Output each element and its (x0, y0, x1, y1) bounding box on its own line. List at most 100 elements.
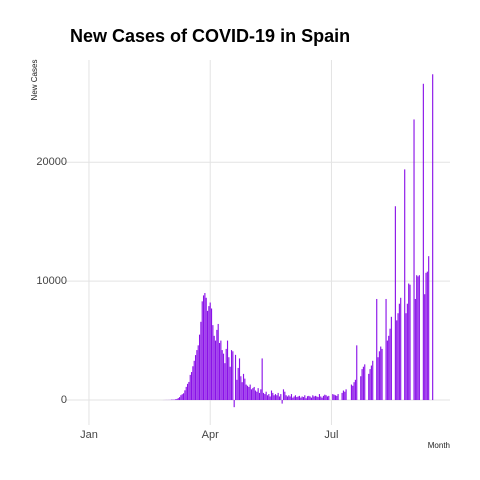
bar (408, 283, 410, 401)
bar (226, 340, 229, 401)
bar (229, 366, 231, 401)
bar (208, 306, 210, 401)
bar (202, 295, 205, 401)
bar (388, 335, 390, 401)
bar (266, 395, 269, 401)
bar (318, 394, 321, 401)
bar (314, 395, 317, 401)
bar (386, 340, 388, 401)
bar (352, 385, 354, 401)
x-tick-label: Jan (80, 429, 98, 441)
bar (397, 313, 399, 401)
y-axis-label: New Cases (30, 60, 39, 101)
bar (217, 323, 219, 401)
bar (334, 395, 336, 401)
bar (296, 397, 298, 401)
bar (328, 395, 330, 401)
bar (236, 379, 238, 401)
bar (369, 369, 371, 401)
bar (277, 392, 279, 401)
bar (353, 382, 355, 401)
bar (285, 395, 287, 401)
bar (260, 389, 262, 401)
bar (302, 397, 305, 401)
bar (196, 350, 198, 401)
bar (242, 373, 245, 401)
bar (316, 396, 318, 401)
bar (222, 353, 225, 401)
bar (417, 276, 419, 401)
bar (294, 395, 297, 401)
bar (377, 357, 379, 401)
bar (257, 388, 259, 401)
bar (304, 395, 306, 401)
bar (385, 298, 387, 401)
bar (301, 396, 303, 401)
bar (332, 394, 334, 401)
bar (389, 328, 391, 401)
bar (193, 360, 195, 401)
bar (342, 390, 344, 401)
bar (364, 364, 366, 401)
bar (297, 396, 299, 401)
bar (244, 378, 246, 401)
bar (376, 298, 378, 401)
x-axis-label: Month (428, 441, 450, 450)
bar (248, 386, 250, 401)
bar (245, 384, 247, 401)
bar (284, 391, 286, 401)
bar (190, 372, 193, 401)
bar (250, 389, 253, 401)
bar (262, 392, 265, 401)
bar (293, 396, 295, 401)
bar (256, 391, 258, 401)
bar (356, 345, 358, 401)
bar (198, 334, 201, 401)
bar (350, 384, 352, 401)
bar (321, 397, 323, 401)
bar (416, 275, 418, 401)
bar (258, 392, 261, 401)
bar (428, 256, 430, 401)
bar (253, 386, 255, 401)
bar (241, 382, 243, 401)
bar (409, 284, 411, 401)
bar (280, 394, 282, 401)
bar (197, 345, 199, 401)
bar (333, 394, 335, 401)
bar (209, 302, 211, 401)
bar (272, 392, 274, 401)
bar (240, 376, 242, 401)
bar (225, 348, 227, 401)
bar (192, 366, 194, 401)
bar (380, 346, 382, 401)
bar (414, 298, 416, 401)
bar (212, 325, 214, 401)
bar (422, 83, 424, 401)
bar (273, 395, 275, 401)
bar (274, 394, 277, 401)
bar (398, 303, 400, 401)
bar (300, 397, 302, 401)
x-tick-label: Jul (324, 429, 338, 441)
bar (313, 396, 315, 401)
bar (186, 383, 189, 401)
bar (176, 398, 178, 401)
bar (181, 394, 183, 401)
bar (265, 391, 267, 401)
bar (214, 340, 217, 401)
bar (361, 369, 363, 401)
bar (322, 395, 325, 401)
bar (368, 373, 370, 401)
bar (370, 365, 372, 401)
bar (201, 301, 203, 401)
bar (252, 388, 254, 401)
bar (292, 397, 294, 401)
bar (189, 374, 191, 401)
bar (400, 297, 402, 401)
bar (213, 335, 215, 401)
bar (281, 400, 283, 404)
bar (360, 376, 362, 401)
bar (204, 293, 206, 401)
